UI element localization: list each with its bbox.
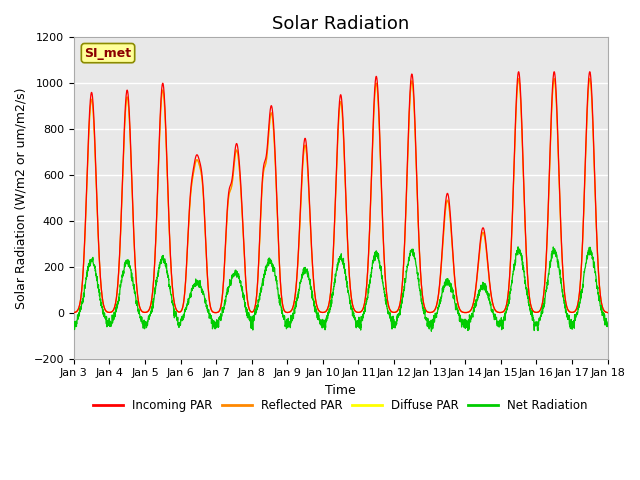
Legend: Incoming PAR, Reflected PAR, Diffuse PAR, Net Radiation: Incoming PAR, Reflected PAR, Diffuse PAR… [89,395,593,417]
Y-axis label: Solar Radiation (W/m2 or um/m2/s): Solar Radiation (W/m2 or um/m2/s) [15,87,28,309]
X-axis label: Time: Time [325,384,356,397]
Text: SI_met: SI_met [84,47,132,60]
Title: Solar Radiation: Solar Radiation [272,15,410,33]
